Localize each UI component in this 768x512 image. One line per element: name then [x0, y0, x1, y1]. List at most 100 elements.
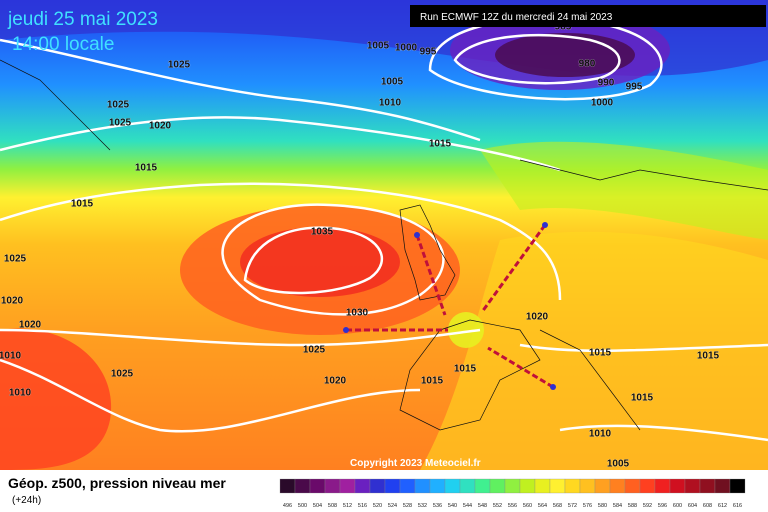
coastlines — [0, 59, 768, 431]
isobar-label: 980 — [579, 59, 596, 70]
isobar-label: 1030 — [346, 308, 369, 319]
isobar-label: 1025 — [4, 254, 27, 265]
scale-label: 544 — [463, 503, 472, 509]
scale-label: 540 — [448, 503, 457, 509]
scale-swatch — [294, 478, 311, 494]
isobar-label: 1025 — [109, 118, 132, 129]
scale-label: 564 — [538, 503, 547, 509]
isobar-label: 1025 — [111, 369, 134, 380]
isobar-label: 990 — [598, 78, 615, 89]
flow-arrows — [343, 222, 556, 390]
isobar-label: 1000 — [591, 98, 614, 109]
isobar-label: 995 — [626, 82, 643, 93]
date-label: jeudi 25 mai 2023 — [7, 9, 158, 30]
isobar-label: 1015 — [71, 199, 94, 210]
scale-label: 580 — [598, 503, 607, 509]
scale-label: 600 — [673, 503, 682, 509]
copyright: Copyright 2023 Meteociel.fr — [350, 458, 481, 469]
isobar-label: 1015 — [631, 393, 654, 404]
legend-lead: (+24h) — [12, 495, 41, 506]
scale-swatch — [609, 478, 626, 494]
scale-swatch — [324, 478, 341, 494]
scale-label: 608 — [703, 503, 712, 509]
scale-label: 548 — [478, 503, 487, 509]
scale-swatch — [489, 478, 506, 494]
isobar-label: 1005 — [607, 459, 630, 470]
scale-swatch — [354, 478, 371, 494]
isobar-label: 995 — [420, 47, 437, 58]
isobar-label: 1025 — [168, 60, 191, 71]
isobar-label: 1015 — [421, 376, 444, 387]
scale-label: 576 — [583, 503, 592, 509]
scale-swatch — [519, 478, 536, 494]
scale-swatch — [579, 478, 596, 494]
isobar-label: 1015 — [589, 348, 612, 359]
scale-label: 568 — [553, 503, 562, 509]
scale-swatch — [414, 478, 431, 494]
scale-label: 512 — [343, 503, 352, 509]
scale-swatch — [654, 478, 671, 494]
isobar-label: 1015 — [454, 364, 477, 375]
scale-swatch — [384, 478, 401, 494]
scale-label: 572 — [568, 503, 577, 509]
scale-swatch — [549, 478, 566, 494]
scale-label: 536 — [433, 503, 442, 509]
isobar-label: 1010 — [379, 98, 402, 109]
scale-swatch — [279, 478, 296, 494]
isobar-label: 1005 — [367, 41, 390, 52]
scale-swatch — [429, 478, 446, 494]
scale-label: 516 — [358, 503, 367, 509]
run-label: Run ECMWF 12Z du mercredi 24 mai 2023 — [420, 12, 613, 23]
scale-label: 496 — [283, 503, 292, 509]
field-patches — [0, 0, 768, 470]
scale-swatch — [474, 478, 491, 494]
isobar-label: 1020 — [19, 320, 42, 331]
scale-swatch — [684, 478, 701, 494]
isobar-label: 1025 — [107, 100, 130, 111]
run-box — [410, 5, 766, 27]
isobar-label: 1015 — [697, 351, 720, 362]
scale-label: 556 — [508, 503, 517, 509]
scale-label: 560 — [523, 503, 532, 509]
scale-swatch — [639, 478, 656, 494]
scale-label: 604 — [688, 503, 697, 509]
time-label: 14:00 locale — [12, 34, 114, 55]
isobar-label: 1000 — [395, 43, 418, 54]
isobar-label: 1025 — [303, 345, 326, 356]
scale-swatch — [369, 478, 386, 494]
isobar-label: 1020 — [1, 296, 24, 307]
isobar-label: 1015 — [135, 163, 158, 174]
scale-label: 612 — [718, 503, 727, 509]
scale-swatch — [459, 478, 476, 494]
scale-swatch — [669, 478, 686, 494]
scale-swatch — [399, 478, 416, 494]
scale-label: 592 — [643, 503, 652, 509]
scale-label: 552 — [493, 503, 502, 509]
isobar-label: 1020 — [526, 312, 549, 323]
scale-label: 504 — [313, 503, 322, 509]
scale-label: 528 — [403, 503, 412, 509]
isobar-label: 1035 — [311, 227, 334, 238]
scale-label: 524 — [388, 503, 397, 509]
scale-swatch — [444, 478, 461, 494]
scale-swatch — [729, 478, 746, 494]
isobar-label: 1020 — [324, 376, 347, 387]
isobar-label: 1020 — [149, 121, 172, 132]
isobar-label: 1015 — [429, 139, 452, 150]
scale-swatch — [504, 478, 521, 494]
isobar-label: 1010 — [0, 351, 22, 362]
scale-swatch — [339, 478, 356, 494]
isobar-labels: 1025 1025 1025 1020 1015 1015 1025 1020 1020 1010… — [0, 21, 720, 470]
scale-swatch — [564, 478, 581, 494]
scale-label: 500 — [298, 503, 307, 509]
scale-label: 520 — [373, 503, 382, 509]
scale-label: 596 — [658, 503, 667, 509]
scale-label: 588 — [628, 503, 637, 509]
scale-label: 508 — [328, 503, 337, 509]
color-scale: 496 500 504 508 512 516 520 524 528 532 536 540 544 5… — [279, 478, 746, 509]
isobar-label: 1010 — [589, 429, 612, 440]
scale-swatch — [624, 478, 641, 494]
scale-label: 584 — [613, 503, 622, 509]
scale-swatch — [534, 478, 551, 494]
